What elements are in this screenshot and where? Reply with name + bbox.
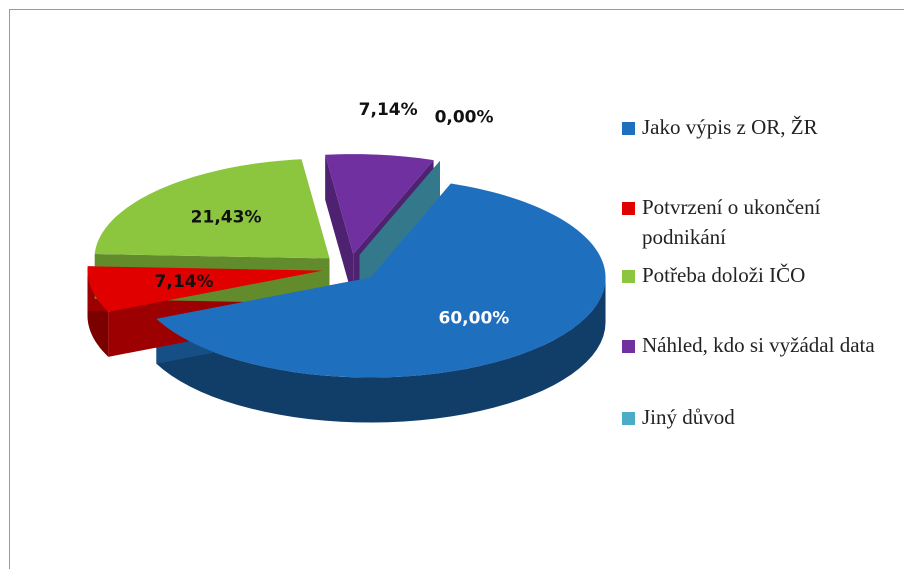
legend-item: Potřeba doloži IČO <box>622 260 902 290</box>
legend-label: Jako výpis z OR, ŽR <box>642 115 818 139</box>
chart-frame <box>9 9 904 569</box>
data-label: 7,14% <box>359 100 418 120</box>
legend-item: Jako výpis z OR, ŽR <box>622 112 902 142</box>
slice-top <box>94 159 330 259</box>
slice <box>359 160 440 255</box>
legend-swatch <box>622 270 635 283</box>
data-label: 7,14% <box>155 272 214 292</box>
slice-wall <box>359 160 440 300</box>
legend-label: Potvrzení o ukončení podnikání <box>642 195 821 249</box>
legend-item: Jiný důvod <box>622 402 902 432</box>
data-label: 60,00% <box>439 308 510 328</box>
slice-top <box>156 183 606 378</box>
pie-sides <box>87 154 606 423</box>
data-label: 21,43% <box>191 208 262 228</box>
legend-swatch <box>622 340 635 353</box>
slice <box>156 183 606 378</box>
legend-swatch <box>622 122 635 135</box>
legend-label: Jiný důvod <box>642 405 735 429</box>
legend-label: Potřeba doloži IČO <box>642 263 806 287</box>
legend-swatch <box>622 202 635 215</box>
data-label: 0,00% <box>435 108 494 128</box>
slice <box>94 159 330 259</box>
slice <box>325 154 434 255</box>
slice-top <box>325 154 434 255</box>
pie-tops <box>87 154 606 378</box>
slice <box>87 266 323 312</box>
slice-top <box>359 160 440 255</box>
legend-label: Náhled, kdo si vyžádal data <box>642 333 875 357</box>
slice-wall <box>325 154 354 300</box>
slice-side <box>156 277 606 423</box>
slice-top <box>87 266 323 312</box>
legend-item: Náhled, kdo si vyžádal data <box>622 330 902 360</box>
legend-item: Potvrzení o ukončení podnikání <box>622 192 902 252</box>
legend-swatch <box>622 412 635 425</box>
